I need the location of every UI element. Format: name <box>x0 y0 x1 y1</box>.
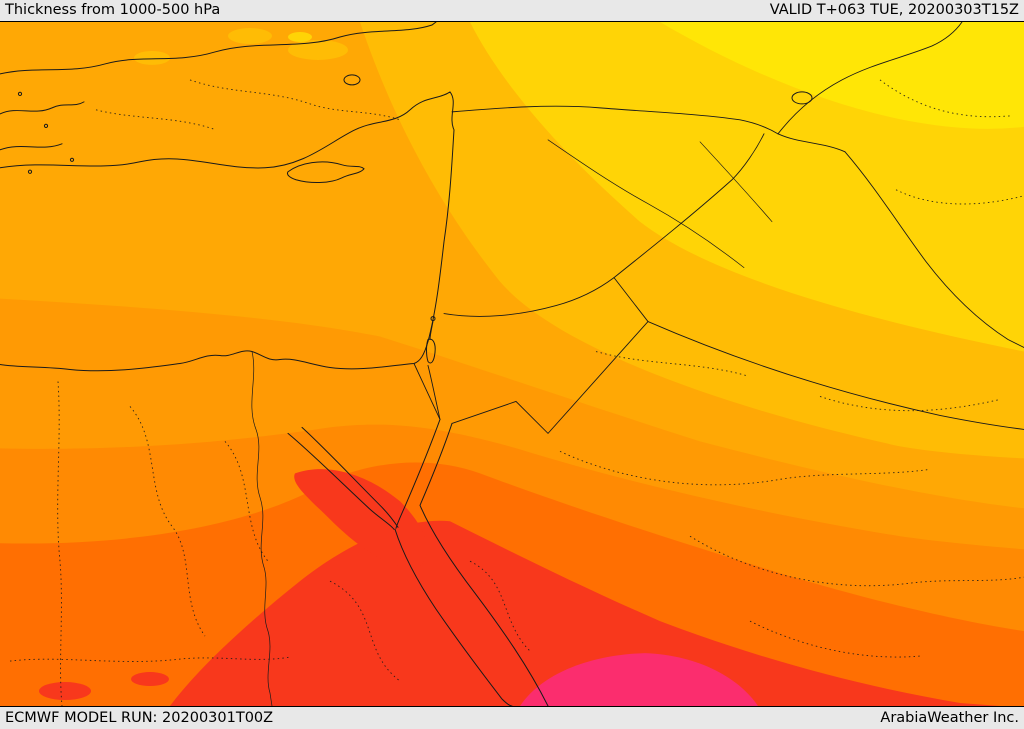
map-area <box>0 22 1024 706</box>
map-footer-bar: ECMWF MODEL RUN: 20200301T00Z ArabiaWeat… <box>0 706 1024 729</box>
map-title: Thickness from 1000-500 hPa <box>5 2 221 19</box>
map-header-bar: Thickness from 1000-500 hPa VALID T+063 … <box>0 0 1024 22</box>
contour-fills <box>0 22 1024 706</box>
thickness-map <box>0 22 1024 706</box>
country-borders <box>413 22 1024 435</box>
coastlines <box>0 22 813 706</box>
admin-borders-dotted <box>9 79 1024 706</box>
attribution-label: ArabiaWeather Inc. <box>880 709 1019 726</box>
valid-time-label: VALID T+063 TUE, 20200303T15Z <box>769 2 1019 19</box>
model-run-label: ECMWF MODEL RUN: 20200301T00Z <box>5 709 274 726</box>
